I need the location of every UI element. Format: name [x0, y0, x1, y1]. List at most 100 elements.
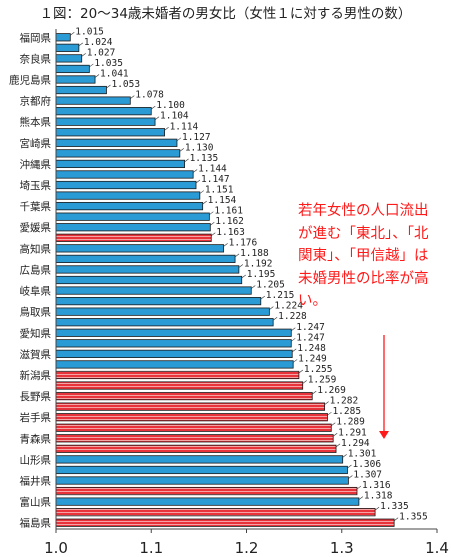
value-leader-42 — [348, 475, 353, 479]
value-leader-14 — [195, 179, 201, 184]
category-label-0: 福岡県 — [20, 31, 52, 44]
value-leader-32 — [298, 369, 304, 374]
bar-18 — [55, 223, 211, 232]
bar-22 — [55, 265, 240, 274]
value-label-44: 1.318 — [364, 491, 393, 502]
value-label-13: 1.144 — [198, 163, 227, 174]
value-leader-28 — [291, 327, 296, 332]
value-label-38: 1.291 — [338, 427, 367, 438]
bar-5 — [55, 85, 107, 95]
bar-44 — [55, 497, 360, 506]
bar-7 — [55, 107, 152, 116]
bar-14 — [55, 180, 197, 190]
value-label-5: 1.053 — [111, 79, 140, 90]
bar-16 — [55, 202, 204, 211]
value-leader-1 — [78, 42, 84, 47]
bar-13 — [55, 170, 194, 179]
bar-21 — [55, 254, 236, 263]
value-leader-37 — [331, 422, 336, 426]
value-label-32: 1.255 — [304, 364, 333, 375]
value-label-37: 1.289 — [336, 417, 365, 428]
value-leader-40 — [342, 454, 347, 458]
value-leader-31 — [292, 359, 298, 363]
category-labels-layer: 福岡県奈良県鹿児島県京都府熊本県宮崎県沖縄県埼玉県千葉県愛媛県高知県広島県岐阜県… — [9, 31, 51, 529]
bar-4 — [55, 75, 96, 84]
value-label-40: 1.301 — [348, 448, 377, 459]
value-label-39: 1.294 — [341, 438, 370, 449]
bar-6 — [55, 96, 131, 105]
value-label-27: 1.228 — [278, 311, 307, 322]
x-tick-label-1: 1.1 — [139, 539, 163, 557]
bar-38 — [55, 434, 334, 443]
value-leader-5 — [106, 84, 111, 89]
value-leader-4 — [94, 74, 100, 78]
bar-17 — [55, 212, 210, 221]
value-label-0: 1.015 — [75, 26, 104, 37]
value-leader-39 — [335, 443, 341, 448]
bar-19 — [55, 233, 212, 242]
value-leader-8 — [154, 116, 160, 120]
value-leader-10 — [176, 137, 182, 142]
x-tick-label-4: 1.4 — [425, 539, 449, 557]
value-leader-44 — [358, 496, 364, 500]
bar-45 — [55, 508, 376, 517]
annotation-text: 若年女性の人口流出が進む「東北」、「北関東」、「甲信越」は未婚男性の比率が高い。 — [298, 203, 429, 309]
bar-11 — [55, 149, 181, 158]
value-leader-21 — [234, 253, 240, 258]
value-leader-26 — [269, 306, 274, 310]
value-label-20: 1.176 — [229, 237, 258, 248]
value-leader-29 — [291, 338, 296, 342]
bar-27 — [55, 318, 274, 327]
category-label-40: 山形県 — [20, 454, 52, 466]
value-label-42: 1.307 — [353, 470, 382, 481]
value-label-24: 1.205 — [256, 280, 285, 291]
value-leader-27 — [272, 316, 278, 321]
value-leader-0 — [70, 32, 75, 36]
value-label-11: 1.130 — [185, 142, 214, 153]
value-leader-33 — [302, 380, 307, 384]
category-label-38: 青森県 — [20, 432, 52, 445]
x-tick-label-0: 1.0 — [44, 539, 68, 557]
value-leader-16 — [202, 200, 207, 205]
value-label-33: 1.259 — [308, 375, 337, 386]
value-leader-46 — [393, 517, 399, 521]
category-label-16: 千葉県 — [20, 200, 52, 213]
value-label-7: 1.100 — [156, 100, 185, 111]
value-label-21: 1.188 — [240, 248, 269, 259]
bar-2 — [55, 54, 83, 63]
value-leader-35 — [324, 401, 329, 405]
category-label-30: 滋賀県 — [20, 348, 52, 361]
value-label-17: 1.161 — [214, 206, 243, 217]
bar-42 — [55, 476, 349, 485]
bar-1 — [55, 43, 80, 52]
value-label-41: 1.306 — [352, 459, 381, 470]
bar-20 — [55, 244, 225, 253]
value-label-10: 1.127 — [182, 132, 211, 143]
annotation-arrow-head — [379, 431, 389, 439]
value-label-23: 1.195 — [247, 269, 276, 280]
value-leader-43 — [356, 485, 362, 490]
value-label-16: 1.154 — [208, 195, 237, 206]
value-label-22: 1.192 — [244, 258, 273, 269]
value-leader-9 — [164, 127, 169, 131]
bar-33 — [55, 381, 304, 390]
value-label-30: 1.248 — [297, 343, 326, 354]
value-leader-12 — [184, 158, 189, 163]
bars-layer — [55, 33, 395, 527]
x-tick-label-3: 1.3 — [330, 539, 354, 557]
value-label-36: 1.285 — [332, 406, 361, 417]
bar-32 — [55, 370, 300, 380]
value-label-14: 1.147 — [201, 174, 230, 185]
value-label-12: 1.135 — [190, 153, 219, 164]
bar-30 — [55, 349, 293, 358]
bar-41 — [55, 465, 348, 475]
category-label-18: 愛媛県 — [20, 221, 52, 234]
value-label-45: 1.335 — [380, 501, 409, 512]
x-axis: 1.0 1.1 1.2 1.3 1.4 — [44, 29, 449, 557]
category-label-14: 埼玉県 — [20, 179, 52, 192]
value-label-31: 1.249 — [298, 353, 327, 364]
category-label-36: 岩手県 — [20, 411, 52, 424]
category-label-32: 新潟県 — [20, 369, 52, 382]
bar-43 — [55, 486, 358, 496]
bar-39 — [55, 444, 337, 453]
